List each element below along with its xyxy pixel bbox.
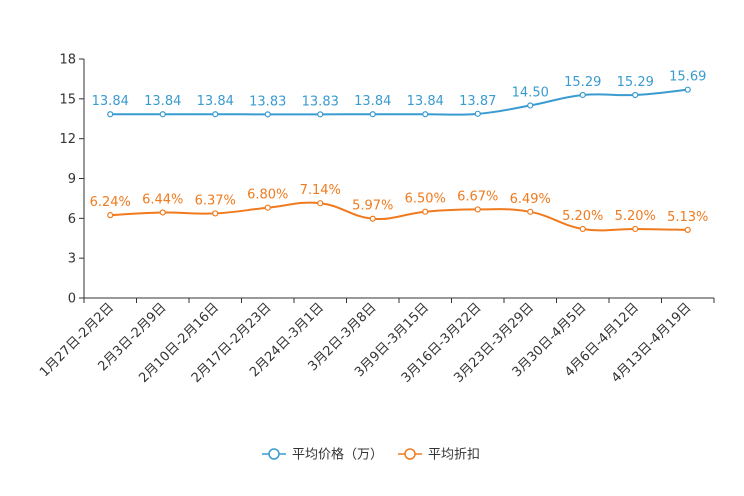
data-point	[527, 102, 534, 109]
data-point	[317, 111, 324, 118]
data-point	[369, 111, 376, 118]
series-line	[110, 201, 688, 232]
data-point	[527, 208, 534, 215]
data-point	[579, 91, 586, 99]
data-label: 13.84	[407, 94, 444, 109]
data-label: 7.14%	[300, 183, 341, 198]
data-label: 13.84	[197, 94, 234, 109]
legend-circle-icon	[268, 448, 280, 460]
series-1: 13.84 13.84 13.84 13.83 13.83 13.84 13.84 13.87…	[92, 70, 706, 118]
legend: 平均价格（万） 平均折扣	[262, 447, 480, 463]
data-point	[422, 208, 429, 215]
data-label: 6.50%	[405, 192, 446, 207]
data-point	[632, 225, 639, 233]
data-point	[579, 225, 586, 233]
data-label: 6.44%	[142, 192, 183, 207]
data-label: 6.49%	[510, 192, 551, 207]
y-tick-label: 18	[59, 53, 76, 68]
data-label: 6.67%	[457, 189, 498, 204]
data-label: 13.87	[459, 94, 496, 109]
legend-item-1[interactable]: 平均价格（万）	[262, 447, 383, 463]
data-point	[212, 111, 219, 118]
data-label: 5.97%	[352, 199, 393, 214]
series-line	[110, 88, 688, 116]
data-point	[264, 111, 271, 118]
data-label: 13.83	[302, 94, 339, 109]
data-point	[107, 111, 114, 118]
legend-label: 平均价格（万）	[292, 447, 383, 463]
data-point	[107, 212, 114, 219]
data-label: 14.50	[512, 85, 549, 100]
data-label: 5.20%	[562, 209, 603, 224]
data-label: 13.83	[249, 94, 286, 109]
data-point	[264, 204, 271, 211]
data-label: 15.29	[617, 75, 654, 90]
data-label: 5.20%	[615, 209, 656, 224]
data-label: 6.80%	[247, 188, 288, 203]
y-tick-label: 3	[68, 252, 76, 267]
data-point	[684, 226, 691, 233]
data-point	[159, 111, 166, 118]
data-point	[422, 111, 429, 118]
data-label: 5.13%	[667, 210, 708, 225]
series-2: 6.24% 6.44% 6.37% 6.80% 7.14% 5.97% 6.50% 6.67%…	[90, 183, 708, 233]
data-point	[684, 86, 691, 93]
data-label: 6.37%	[195, 193, 236, 208]
y-tick-label: 6	[68, 212, 76, 227]
data-point	[632, 91, 639, 99]
data-point	[212, 210, 219, 217]
data-label: 13.84	[354, 94, 391, 109]
y-tick-label: 12	[59, 132, 76, 147]
legend-label: 平均折扣	[428, 448, 480, 463]
legend-item-2[interactable]: 平均折扣	[398, 448, 480, 463]
y-tick-label: 9	[68, 172, 76, 187]
data-label: 13.84	[92, 94, 129, 109]
data-point	[159, 209, 166, 216]
legend-circle-icon	[404, 448, 416, 460]
y-tick-label: 15	[59, 92, 76, 107]
data-label: 13.84	[144, 94, 181, 109]
data-point	[317, 200, 324, 207]
data-label: 6.24%	[90, 195, 131, 210]
y-tick-label: 0	[68, 292, 76, 307]
data-point	[474, 110, 481, 117]
series-layer: 13.84 13.84 13.84 13.83 13.83 13.84 13.84 13.87…	[90, 70, 708, 233]
data-point	[474, 206, 481, 213]
data-label: 15.69	[669, 70, 706, 85]
data-label: 15.29	[564, 75, 601, 90]
data-point	[369, 215, 376, 222]
